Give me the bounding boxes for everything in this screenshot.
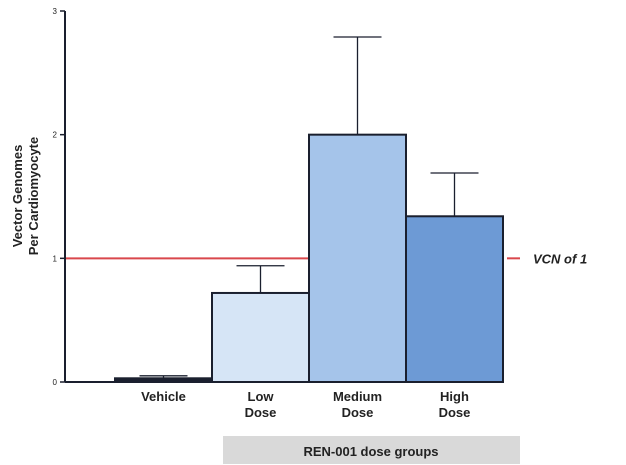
category-label-line: Dose: [342, 405, 374, 420]
group-label-box: [223, 436, 520, 464]
y-axis-label-line: Vector Genomes: [10, 145, 25, 248]
category-label-line: High: [440, 389, 469, 404]
category-label-line: Vehicle: [141, 389, 186, 404]
y-axis-label: Vector GenomesPer Cardiomyocyte: [10, 137, 41, 256]
category-label-line: Medium: [333, 389, 382, 404]
y-tick-label: 3: [53, 7, 58, 16]
y-tick-label: 2: [53, 131, 58, 140]
category-label-line: Dose: [245, 405, 277, 420]
category-label: Low Dose: [245, 389, 277, 420]
category-label: Medium Dose: [333, 389, 382, 420]
y-tick-label: 1: [53, 254, 58, 263]
category-label: High Dose: [439, 389, 471, 420]
bar: [405, 215, 504, 383]
group-label: REN-001 dose groups: [303, 444, 438, 459]
y-tick-label: 0: [53, 378, 58, 387]
category-label-line: Dose: [439, 405, 471, 420]
reference-line-label: VCN of 1: [533, 251, 587, 266]
y-axis-label-line: Per Cardiomyocyte: [26, 137, 41, 256]
category-label-line: Low: [248, 389, 275, 404]
category-label: Vehicle: [141, 389, 186, 404]
bar: [308, 133, 407, 383]
bar: [211, 291, 310, 383]
